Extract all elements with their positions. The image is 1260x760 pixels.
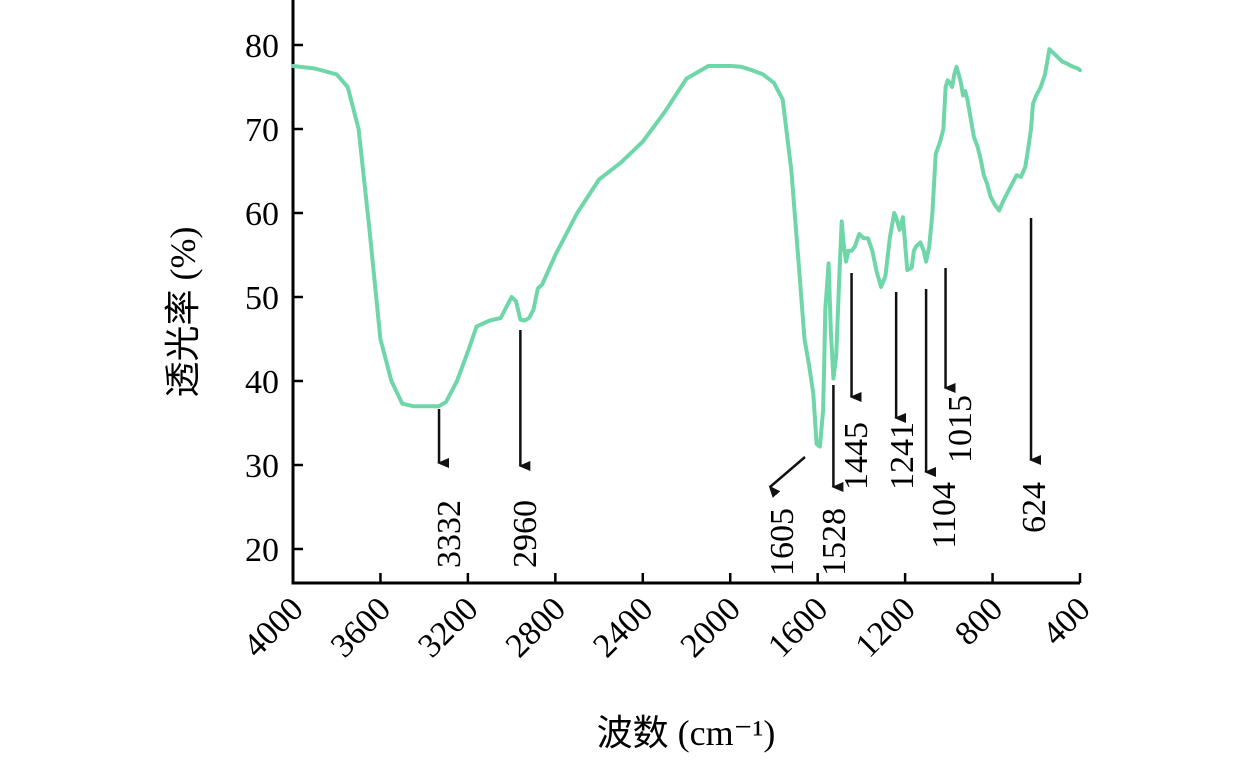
peak-arrow-1605 [768,456,806,498]
peak-label-3332: 3332 [431,500,468,568]
spectrum-line [291,47,1082,449]
peak-label-1445: 1445 [838,422,875,490]
y-tick-label: 20 [245,532,279,569]
y-tick-label: 30 [245,448,279,485]
y-tick-label: 60 [245,196,279,233]
y-tick-label: 70 [245,112,279,149]
x-tick-label: 2800 [499,590,573,664]
x-tick-label: 1600 [761,590,835,664]
x-tick-label: 2400 [586,590,660,664]
x-tick-label: 1200 [849,590,923,664]
y-tick-label: 50 [245,280,279,317]
y-axis-title: 透光率 (%) [163,227,203,398]
series-layer [291,47,1082,449]
x-tick-label: 3200 [411,590,485,664]
x-tick-label: 3600 [324,590,398,664]
y-tick-label: 40 [245,364,279,401]
peak-label-1605: 1605 [764,508,801,576]
x-tick-label: 400 [1035,590,1097,652]
peak-label-1528: 1528 [816,508,853,576]
x-tick-label: 2000 [674,590,748,664]
peak-label-2960: 2960 [507,500,544,568]
y-tick-label: 80 [245,28,279,65]
x-axis-title: 波数 (cm⁻¹) [597,713,776,753]
peak-label-624: 624 [1016,482,1053,533]
x-tick-label: 800 [948,590,1010,652]
x-tick-label: 4000 [236,590,310,664]
peak-label-1104: 1104 [926,482,963,549]
peak-label-1241: 1241 [884,422,921,490]
peak-label-1015: 1015 [942,395,979,463]
